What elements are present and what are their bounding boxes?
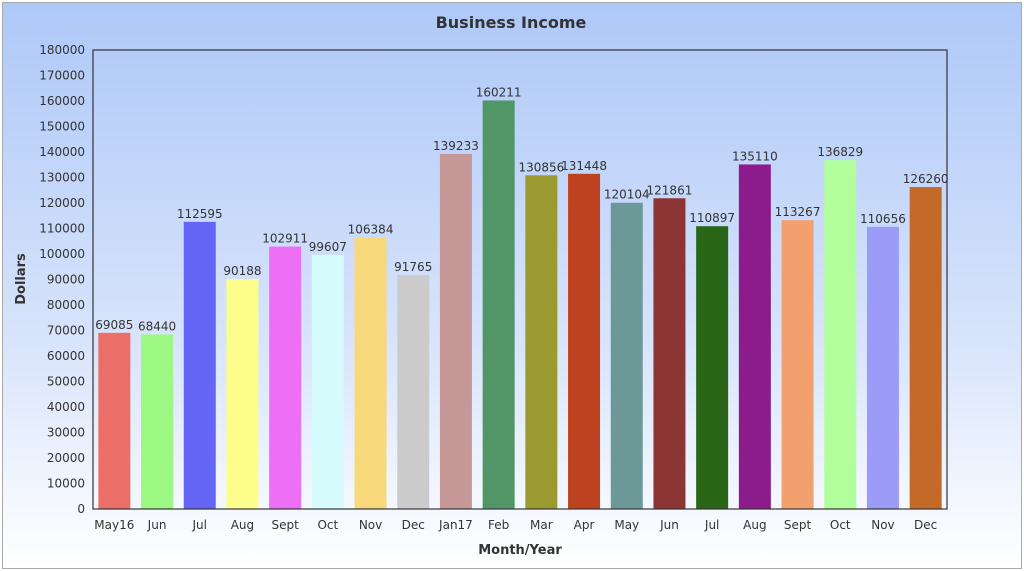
y-axis-ticks: 0 10000 20000 30000 40000 50000 60000 70000 8000… (39, 43, 85, 516)
bar-mar-10[interactable] (525, 175, 558, 509)
bar-nov-6[interactable] (354, 237, 387, 509)
data-label: 120104 (604, 188, 650, 202)
bar-sept-4[interactable] (269, 246, 302, 509)
x-tick-label: Dec (402, 518, 425, 532)
x-tick-label: Feb (488, 518, 509, 532)
x-tick-label: Aug (743, 518, 766, 532)
data-label: 110897 (689, 211, 735, 225)
y-tick-label: 40000 (47, 400, 85, 414)
y-tick-label: 110000 (39, 222, 85, 236)
y-tick-label: 0 (77, 502, 85, 516)
x-tick-label: Aug (231, 518, 254, 532)
data-label: 91765 (394, 260, 432, 274)
x-tick-label: Oct (830, 518, 851, 532)
y-tick-label: 140000 (39, 145, 85, 159)
y-tick-label: 90000 (47, 273, 85, 287)
y-tick-label: 170000 (39, 69, 85, 83)
bar-oct-5[interactable] (311, 255, 344, 509)
bar-dec-7[interactable] (397, 274, 430, 509)
y-tick-label: 60000 (47, 349, 85, 363)
x-tick-label: May16 (94, 518, 134, 532)
data-label: 106384 (348, 223, 394, 237)
data-label: 136829 (817, 145, 863, 159)
y-tick-label: 50000 (47, 375, 85, 389)
x-tick-label: Sept (271, 518, 299, 532)
x-axis-label: Month/Year (478, 543, 562, 558)
y-tick-label: 10000 (47, 477, 85, 491)
plot-area-border (92, 49, 948, 510)
bar-nov-18[interactable] (866, 226, 899, 509)
y-axis-label: Dollars (14, 253, 29, 305)
x-tick-label: Nov (871, 518, 894, 532)
data-label: 69085 (95, 318, 133, 332)
y-tick-label: 100000 (39, 247, 85, 261)
x-axis-ticks: May16 Jun Jul Aug Sept Oct Nov Dec Jan17 Feb Mar Ap… (94, 518, 937, 532)
x-tick-label: Jul (704, 518, 719, 532)
bar-may16-0[interactable] (98, 332, 131, 509)
bar-oct-17[interactable] (824, 160, 857, 509)
y-tick-label: 80000 (47, 298, 85, 312)
data-label: 126260 (903, 172, 949, 186)
x-tick-label: Jun (659, 518, 679, 532)
x-tick-label: Jan17 (438, 518, 473, 532)
data-label: 112595 (177, 207, 223, 221)
x-tick-label: Nov (359, 518, 382, 532)
bar-aug-15[interactable] (738, 164, 771, 510)
y-tick-label: 160000 (39, 94, 85, 108)
y-tick-label: 130000 (39, 171, 85, 185)
y-tick-label: 70000 (47, 324, 85, 338)
x-tick-label: Apr (574, 518, 595, 532)
bar-sept-16[interactable] (781, 220, 814, 510)
data-label: 90188 (223, 264, 261, 278)
x-tick-label: Dec (914, 518, 937, 532)
data-label: 139233 (433, 139, 479, 153)
bar-aug-3[interactable] (226, 279, 259, 509)
data-label: 99607 (309, 240, 347, 254)
x-tick-label: Jul (192, 518, 207, 532)
data-label: 160211 (476, 85, 522, 99)
bar-jun-13[interactable] (653, 198, 686, 509)
data-label: 130856 (518, 160, 564, 174)
chart-title: Business Income (436, 13, 587, 32)
x-tick-label: Oct (317, 518, 338, 532)
y-tick-label: 180000 (39, 43, 85, 57)
bar-jun-1[interactable] (141, 334, 174, 509)
x-tick-label: Mar (530, 518, 553, 532)
x-tick-label: Jun (147, 518, 167, 532)
bar-jan17-8[interactable] (439, 153, 472, 509)
bar-jul-14[interactable] (696, 226, 729, 509)
bar-jul-2[interactable] (183, 221, 216, 509)
data-label: 131448 (561, 159, 607, 173)
data-label: 113267 (775, 205, 821, 219)
y-tick-label: 120000 (39, 196, 85, 210)
bar-may-12[interactable] (610, 202, 643, 509)
y-tick-label: 20000 (47, 451, 85, 465)
y-tick-label: 150000 (39, 120, 85, 134)
data-label: 121861 (647, 183, 693, 197)
x-tick-label: Sept (784, 518, 812, 532)
y-tick-label: 30000 (47, 426, 85, 440)
data-label: 102911 (262, 232, 308, 246)
data-label: 110656 (860, 212, 906, 226)
bar-feb-9[interactable] (482, 100, 515, 510)
bar-apr-11[interactable] (568, 173, 601, 509)
data-label: 135110 (732, 149, 778, 163)
x-tick-label: May (614, 518, 639, 532)
data-label: 68440 (138, 319, 176, 333)
bar-dec-19[interactable] (909, 187, 942, 510)
